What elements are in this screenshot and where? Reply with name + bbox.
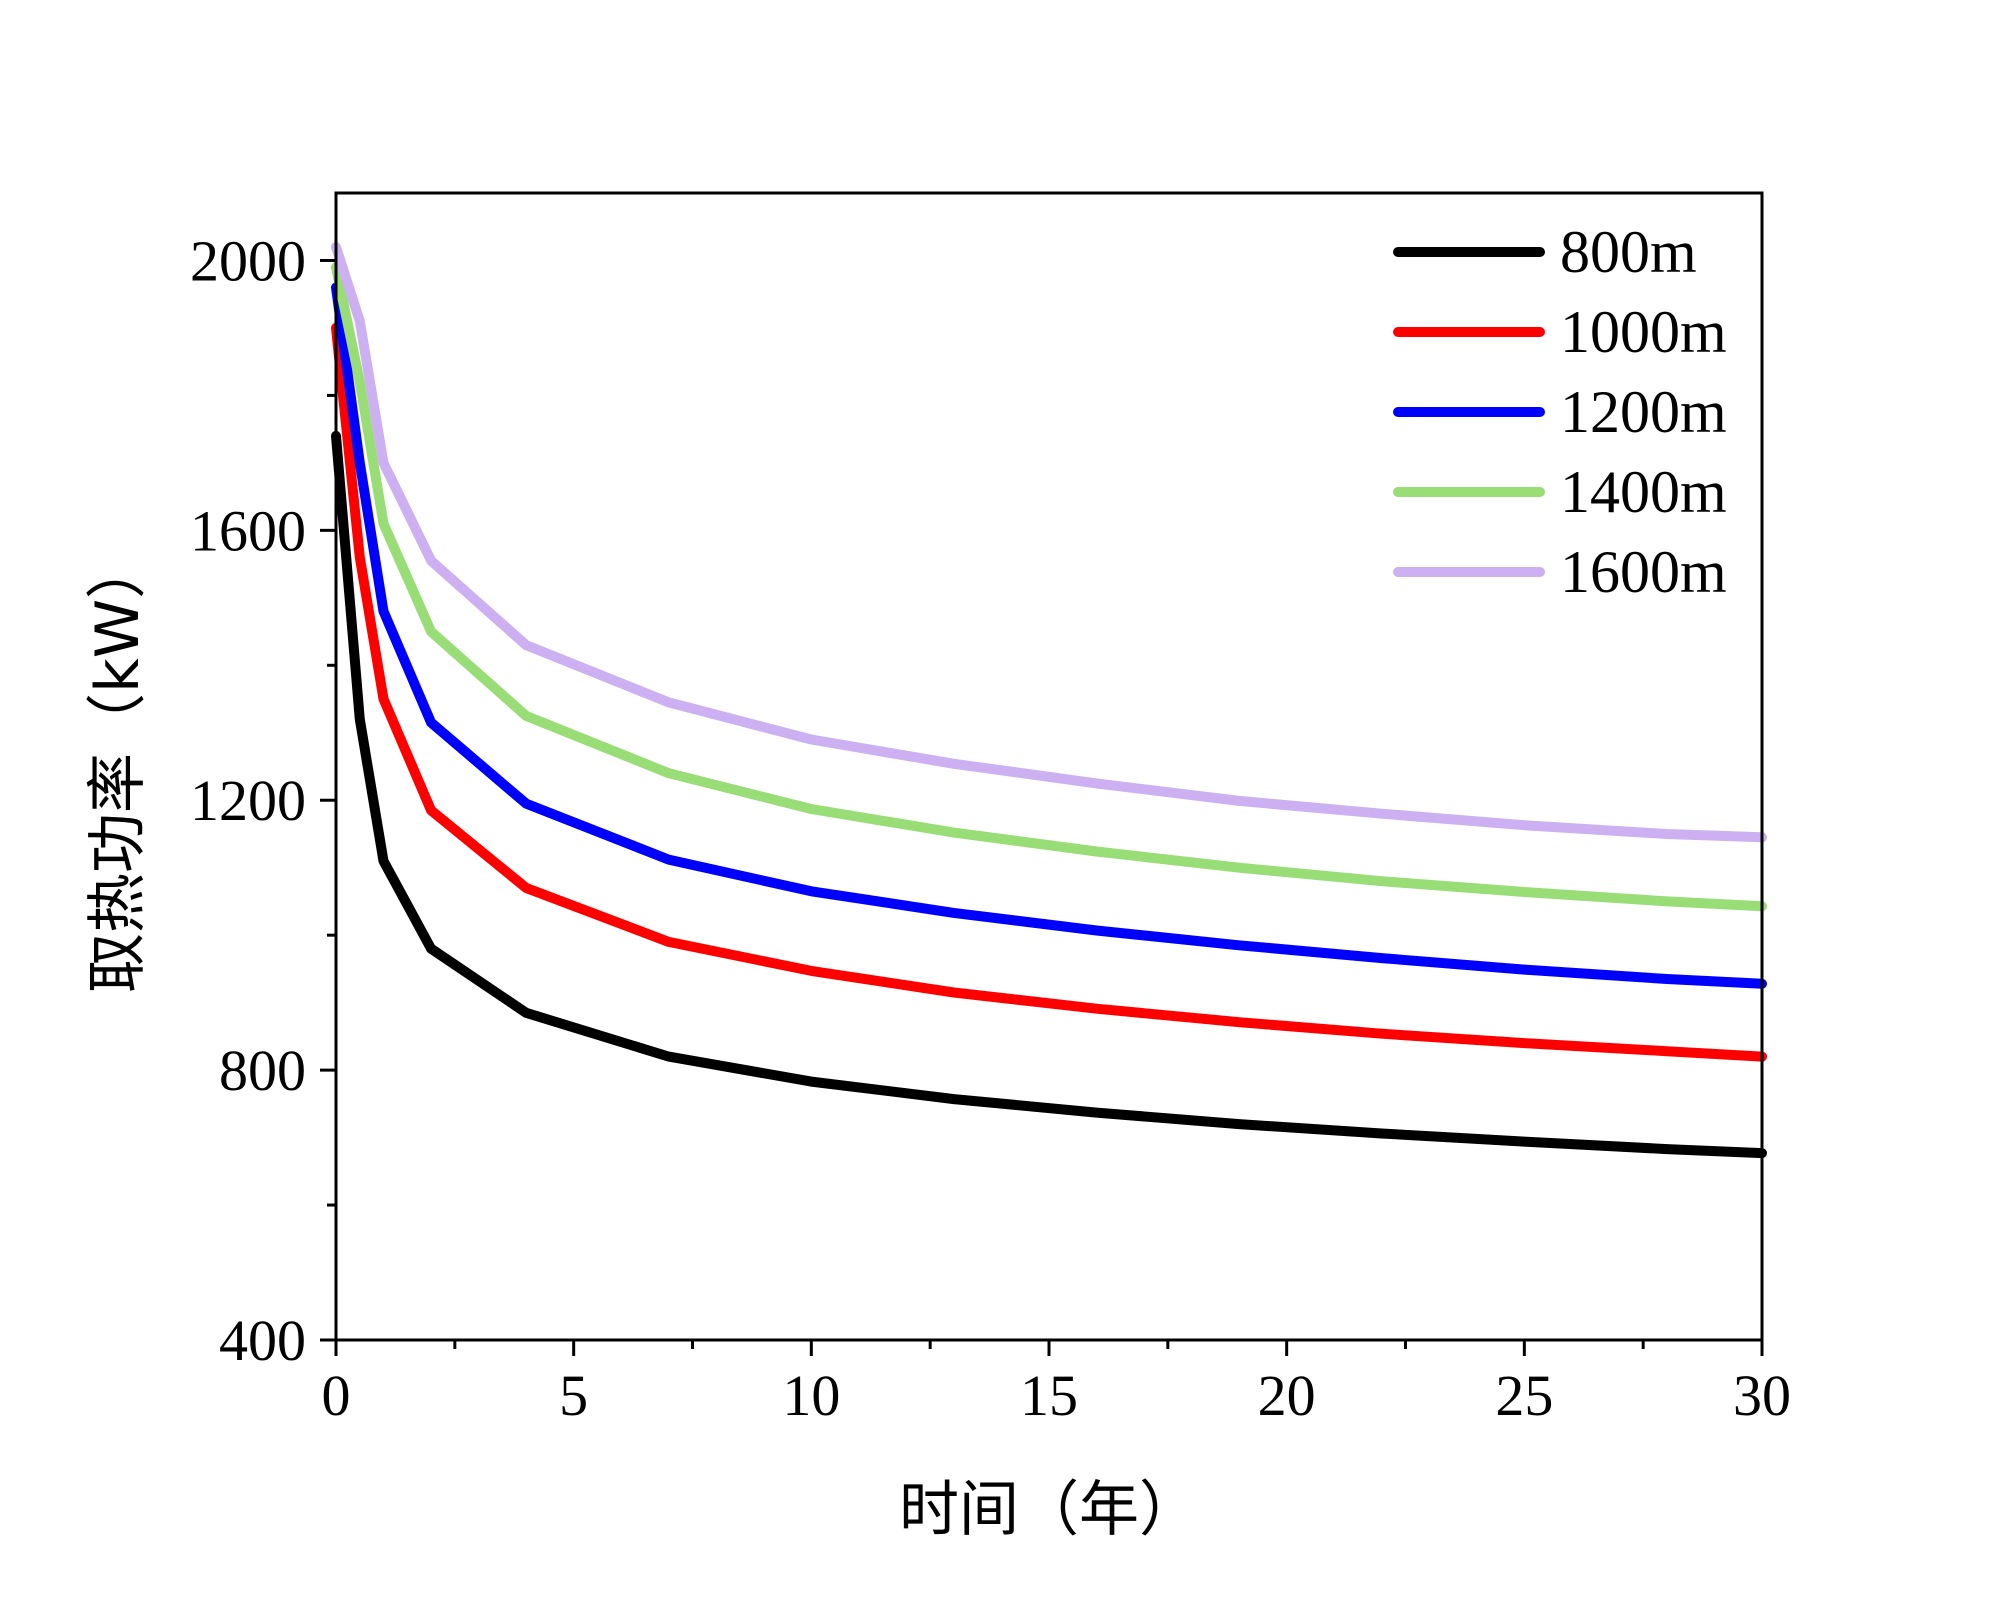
legend-label-800m: 800m bbox=[1560, 219, 1697, 285]
x-tick-label: 20 bbox=[1258, 1363, 1316, 1428]
legend-label-1000m: 1000m bbox=[1560, 299, 1727, 365]
x-tick-label: 0 bbox=[322, 1363, 351, 1428]
y-tick-label: 1200 bbox=[190, 768, 306, 833]
x-tick-label: 25 bbox=[1495, 1363, 1553, 1428]
x-tick-label: 10 bbox=[782, 1363, 840, 1428]
x-axis-title: 时间（年） bbox=[899, 1475, 1199, 1545]
series-line-1400m bbox=[331, 262, 1767, 912]
tick-labels-layer: 0 5 10 15 20 25 30 400 800 1200 1600 2000 bbox=[190, 228, 1791, 1428]
x-tick-label: 30 bbox=[1733, 1363, 1791, 1428]
y-tick-label: 2000 bbox=[190, 228, 306, 293]
y-tick-label: 1600 bbox=[190, 498, 306, 563]
ticks-layer bbox=[320, 258, 1764, 1356]
legend-label-1400m: 1400m bbox=[1560, 459, 1727, 525]
series-line-1000m bbox=[331, 322, 1767, 1062]
x-tick-label: 5 bbox=[559, 1363, 588, 1428]
legend-label-1200m: 1200m bbox=[1560, 379, 1727, 445]
series-line-1600m bbox=[331, 242, 1767, 843]
y-tick-label: 800 bbox=[219, 1038, 306, 1103]
series-line-800m bbox=[331, 430, 1767, 1159]
y-axis-title: 取热功率（kW） bbox=[83, 539, 153, 993]
legend-label-1600m: 1600m bbox=[1560, 539, 1727, 605]
series-line-1200m bbox=[331, 282, 1767, 989]
x-tick-label: 15 bbox=[1020, 1363, 1078, 1428]
series-layer bbox=[331, 242, 1767, 1159]
y-tick-label: 400 bbox=[219, 1308, 306, 1373]
legend: 800m 1000m 1200m 1400m 1600m bbox=[1393, 219, 1727, 605]
